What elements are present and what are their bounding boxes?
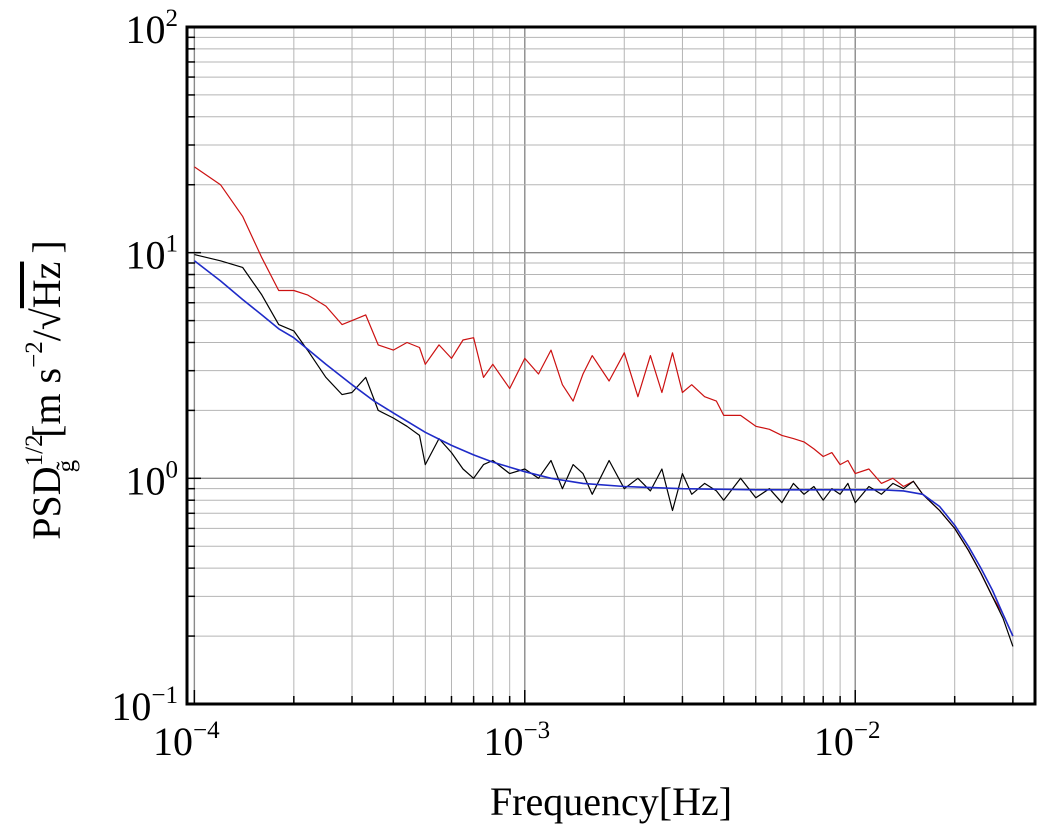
y-title-base: PSD xyxy=(24,466,69,539)
x-tick-exp: −3 xyxy=(523,717,550,744)
y-title-sup: 1/2 xyxy=(21,434,48,466)
x-tick-exp: −2 xyxy=(854,717,881,744)
series-black-line xyxy=(194,254,1014,647)
y-tick-exp: −1 xyxy=(151,682,178,709)
y-tick-exp: 2 xyxy=(166,5,179,32)
y-tick-exp: 0 xyxy=(166,456,179,483)
y-tick-base: 10 xyxy=(111,684,151,729)
x-tick-label: 10−3 xyxy=(483,717,550,764)
y-title-units-sqrt: Hz xyxy=(24,262,69,309)
x-tick-base: 10 xyxy=(814,719,854,764)
x-tick-base: 10 xyxy=(153,719,193,764)
x-tick-base: 10 xyxy=(483,719,523,764)
x-tick-label: 10−4 xyxy=(153,717,220,764)
y-tick-base: 10 xyxy=(126,458,166,503)
sqrt-icon: √ xyxy=(24,308,69,330)
y-tick-label: 100 xyxy=(126,456,179,503)
y-tick-base: 10 xyxy=(126,7,166,52)
grid xyxy=(187,26,1035,705)
y-tick-label: 10−1 xyxy=(111,682,178,729)
y-tick-label: 101 xyxy=(126,231,179,278)
y-tick-label: 102 xyxy=(126,5,179,52)
plot-frame xyxy=(185,25,1037,706)
y-title-units-open: [m s xyxy=(24,368,69,438)
series-blue-line xyxy=(193,260,1014,637)
y-tick-base: 10 xyxy=(126,233,166,278)
series-red-line xyxy=(194,166,1014,637)
y-axis-title: PSD1/2 g̃ [m s−2/√Hz] xyxy=(21,240,80,540)
x-tick-exp: −4 xyxy=(193,717,220,744)
y-tick-exp: 1 xyxy=(166,231,179,258)
svg-text:PSD1/2g̃[m s−2/√Hz]: PSD1/2 g̃ [m s−2/√Hz] xyxy=(21,240,80,540)
y-title-units-close: ] xyxy=(24,240,69,253)
x-axis-title: Frequency[Hz] xyxy=(490,779,732,824)
ticks xyxy=(187,26,1014,705)
y-title-sub: g̃ xyxy=(53,459,80,472)
series-group xyxy=(193,166,1014,647)
y-title-units-slash: / xyxy=(24,329,69,341)
x-tick-label: 10−2 xyxy=(814,717,881,764)
y-title-units-exp: −2 xyxy=(21,341,48,368)
